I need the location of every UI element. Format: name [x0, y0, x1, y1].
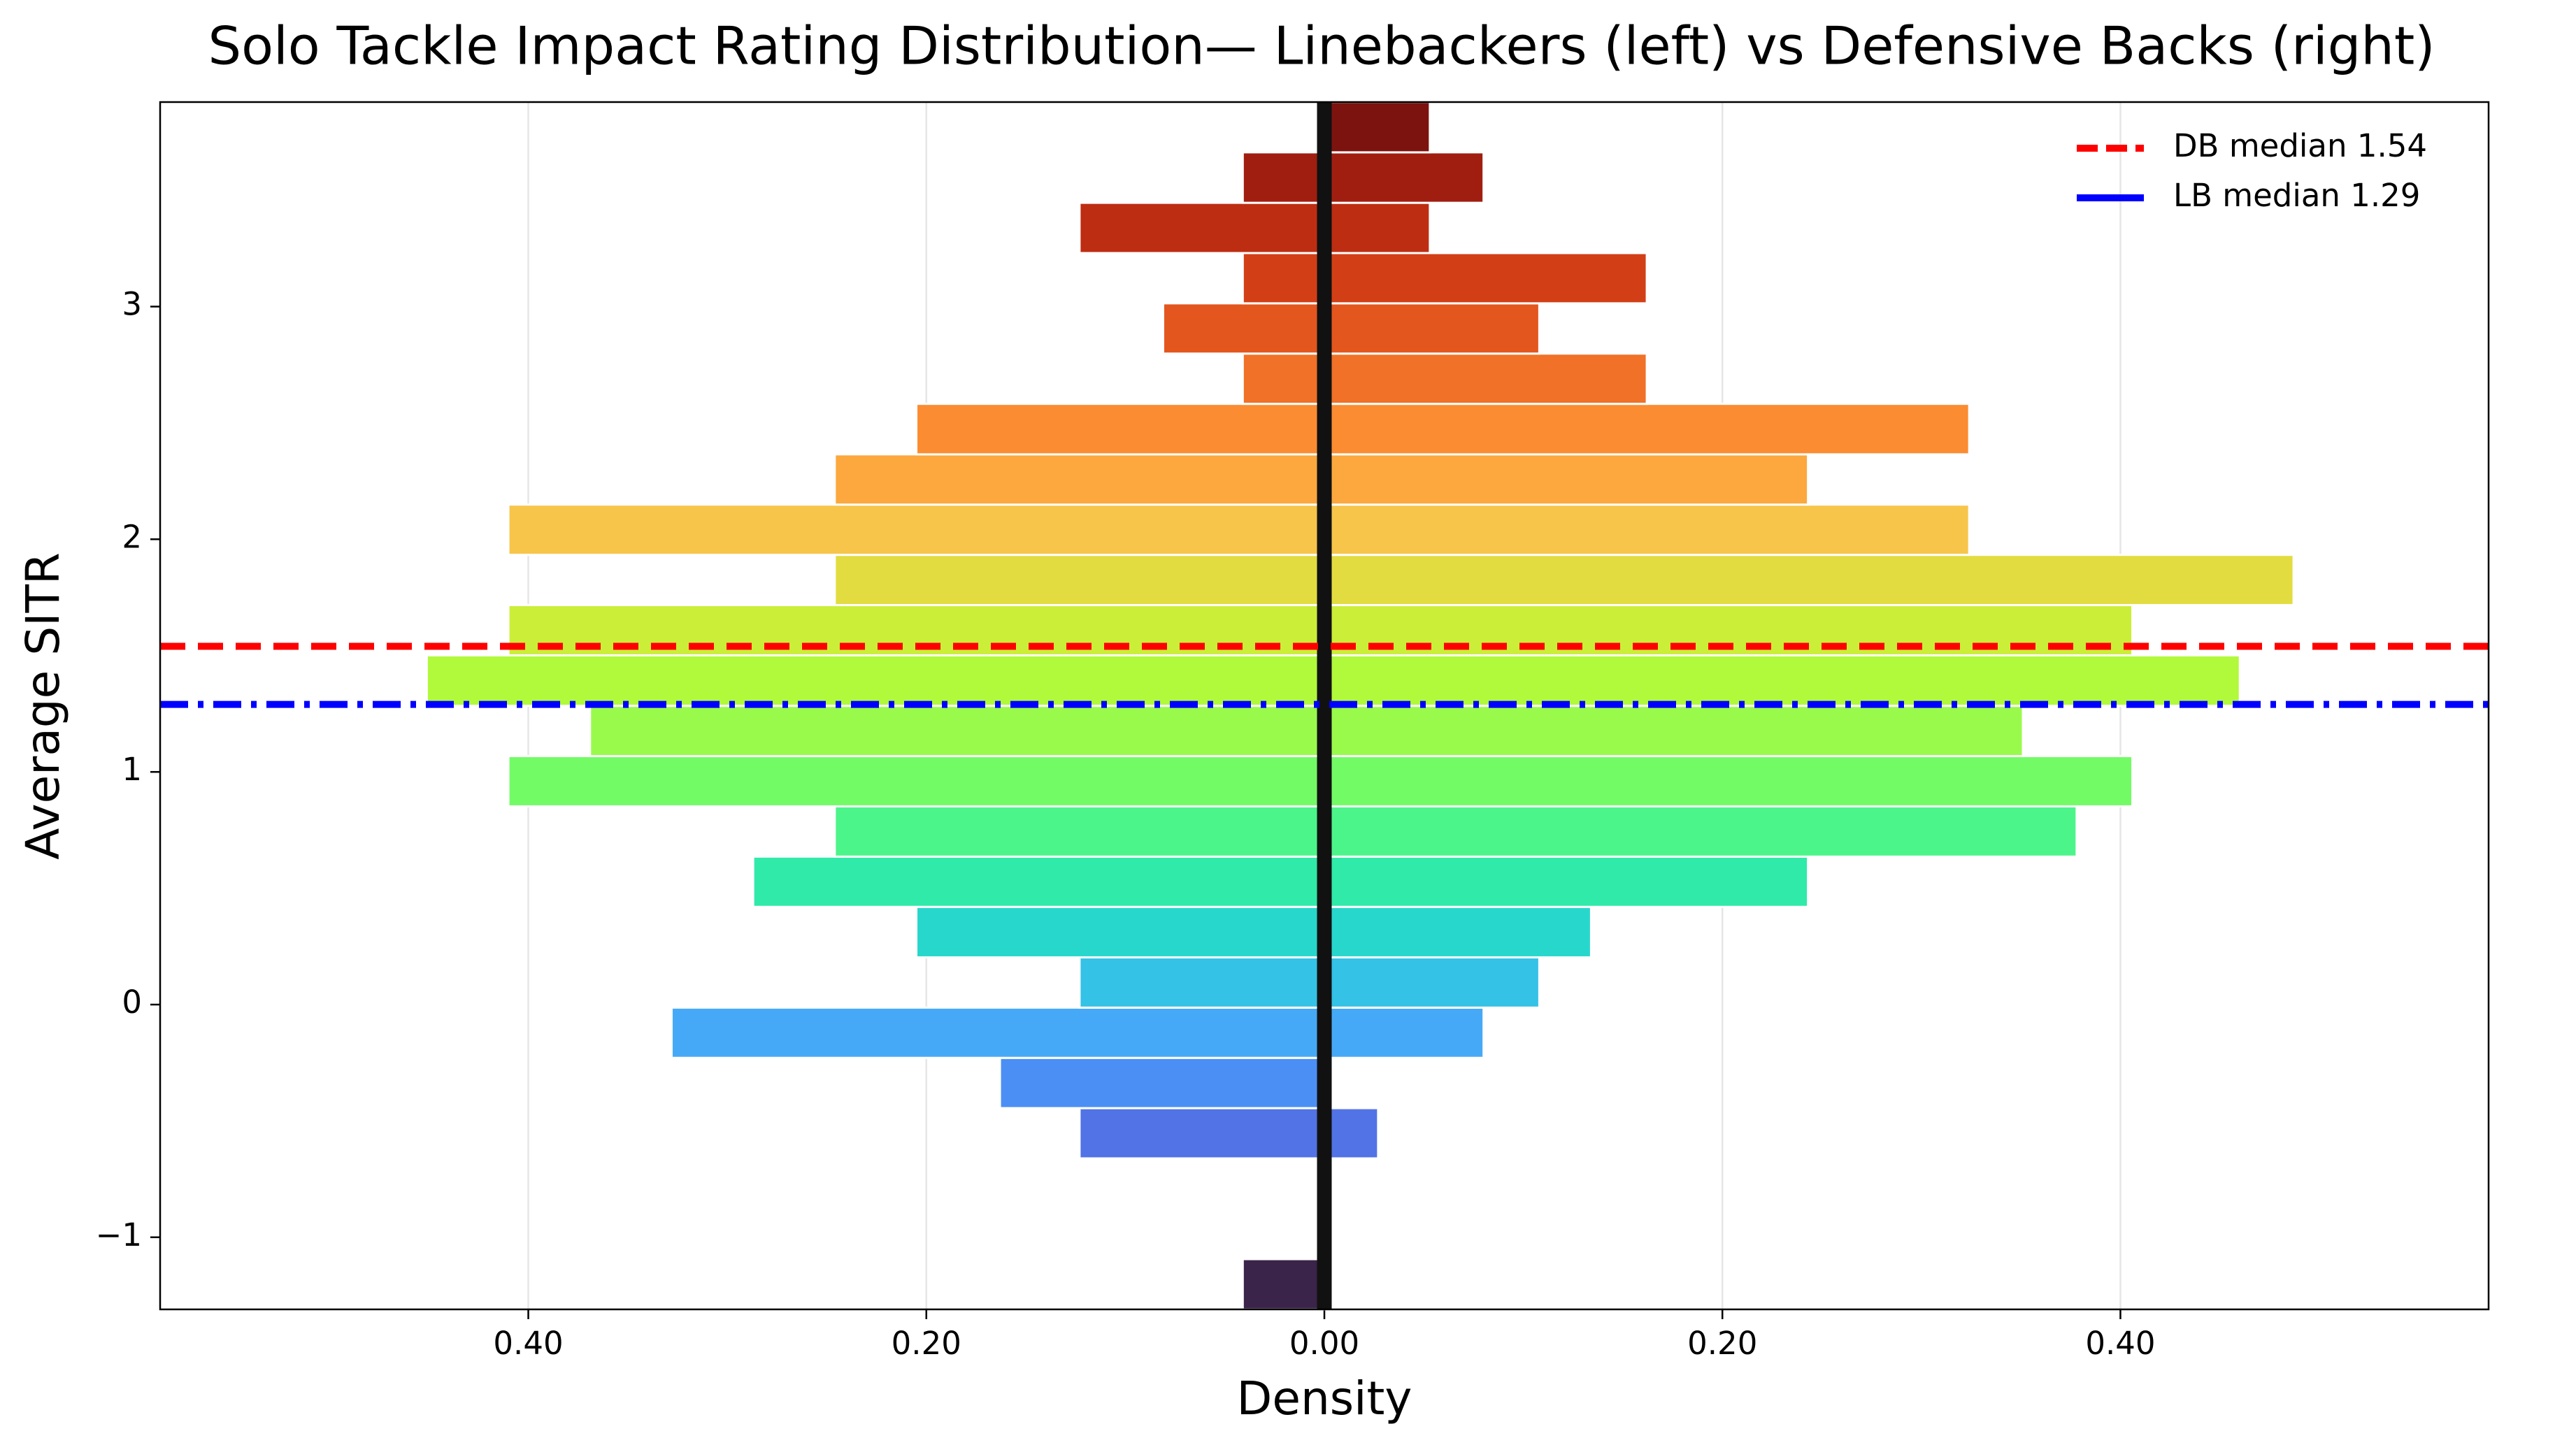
bar: [1078, 201, 1326, 254]
legend-label: DB median 1.54: [2173, 127, 2427, 164]
bar: [507, 755, 1326, 807]
bar: [915, 403, 1326, 456]
bar: [1323, 1107, 1380, 1160]
legend-label: LB median 1.29: [2173, 177, 2420, 214]
bar: [1323, 352, 1648, 405]
bar: [833, 453, 1326, 506]
bar: [1323, 101, 1431, 154]
bar: [1323, 503, 1970, 556]
bar: [425, 654, 1326, 707]
bar: [1323, 705, 2024, 758]
bar: [1078, 1107, 1326, 1160]
y-tick-label: −1: [96, 1216, 142, 1253]
bar: [1323, 654, 2241, 707]
y-tick-label: 2: [122, 518, 142, 555]
bar: [1323, 956, 1540, 1009]
x-axis-label: Density: [1237, 1372, 1412, 1425]
bar: [1078, 956, 1326, 1009]
bar: [1161, 302, 1326, 355]
bar: [752, 855, 1326, 908]
x-tick-label: 0.20: [1687, 1325, 1757, 1362]
bar: [1323, 855, 1810, 908]
y-tick-label: 1: [122, 751, 142, 788]
bar: [1323, 151, 1485, 204]
bar: [670, 1006, 1326, 1059]
bar: [1323, 554, 2295, 607]
bar: [833, 805, 1326, 858]
x-tick-label: 0.40: [2085, 1325, 2155, 1362]
bar: [915, 905, 1326, 958]
bar: [1323, 905, 1592, 958]
bar: [1323, 302, 1540, 355]
x-tick-label: 0.20: [892, 1325, 961, 1362]
bar: [1323, 453, 1810, 506]
chart-title: Solo Tackle Impact Rating Distribution— …: [208, 15, 2435, 77]
y-tick-label: 0: [122, 984, 142, 1021]
bar: [1241, 151, 1326, 204]
bar: [1323, 252, 1648, 305]
bar: [1241, 1258, 1326, 1311]
bar: [1323, 201, 1431, 254]
plot-frame: [159, 101, 2490, 1311]
bar: [1323, 403, 1970, 456]
bar: [1241, 352, 1326, 405]
bar: [1241, 252, 1326, 305]
x-tick-label: 0.40: [493, 1325, 563, 1362]
bar: [1323, 805, 2078, 858]
x-tick-label: 0.00: [1289, 1325, 1359, 1362]
bar: [999, 1056, 1326, 1109]
bar: [1323, 755, 2134, 807]
bar: [507, 503, 1326, 556]
bar: [589, 705, 1326, 758]
y-tick-label: 3: [122, 286, 142, 323]
bar: [833, 554, 1326, 607]
bar: [1323, 1006, 1485, 1059]
y-axis-label: Average SITR: [16, 552, 70, 860]
